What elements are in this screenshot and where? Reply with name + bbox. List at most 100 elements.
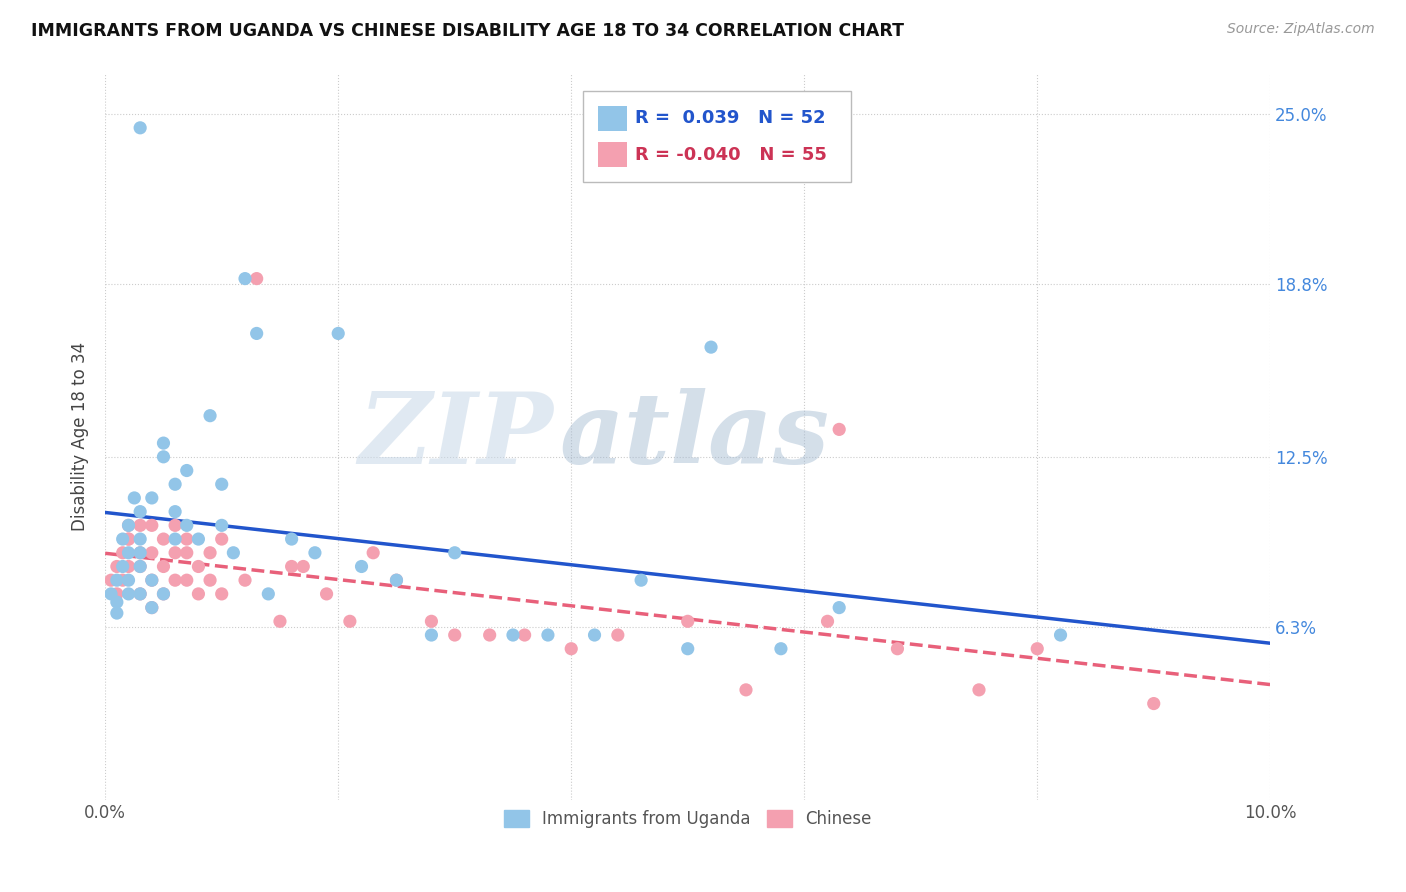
Point	[165, 477, 187, 491]
Point	[152, 587, 174, 601]
Point	[817, 615, 839, 629]
Text: R =  0.039   N = 52: R = 0.039 N = 52	[636, 110, 825, 128]
Point	[339, 615, 361, 629]
Point	[233, 271, 256, 285]
Point	[233, 573, 256, 587]
Point	[222, 546, 245, 560]
Point	[187, 559, 209, 574]
Point	[100, 573, 122, 587]
Point	[537, 628, 560, 642]
Text: IMMIGRANTS FROM UGANDA VS CHINESE DISABILITY AGE 18 TO 34 CORRELATION CHART: IMMIGRANTS FROM UGANDA VS CHINESE DISABI…	[31, 22, 904, 40]
Text: atlas: atlas	[560, 388, 830, 484]
Point	[117, 518, 139, 533]
Point	[583, 628, 606, 642]
Point	[152, 532, 174, 546]
Point	[176, 532, 198, 546]
Point	[141, 573, 163, 587]
Point	[129, 518, 152, 533]
FancyBboxPatch shape	[598, 142, 627, 168]
Legend: Immigrants from Uganda, Chinese: Immigrants from Uganda, Chinese	[496, 804, 879, 835]
Point	[117, 518, 139, 533]
Point	[124, 491, 146, 505]
Point	[100, 587, 122, 601]
Point	[152, 587, 174, 601]
Point	[129, 120, 152, 135]
Point	[211, 532, 233, 546]
Point	[292, 559, 315, 574]
Point	[478, 628, 501, 642]
Point	[420, 615, 443, 629]
Point	[105, 587, 128, 601]
Point	[152, 450, 174, 464]
Point	[105, 559, 128, 574]
Point	[246, 326, 269, 341]
Point	[350, 559, 373, 574]
Point	[129, 587, 152, 601]
Point	[315, 587, 337, 601]
Point	[676, 615, 699, 629]
Point	[211, 518, 233, 533]
Text: ZIP: ZIP	[359, 388, 554, 484]
Point	[211, 587, 233, 601]
Point	[420, 628, 443, 642]
Point	[676, 641, 699, 656]
Point	[117, 573, 139, 587]
Point	[187, 532, 209, 546]
Point	[246, 271, 269, 285]
Point	[361, 546, 384, 560]
Point	[111, 546, 134, 560]
Point	[176, 518, 198, 533]
Point	[105, 595, 128, 609]
Point	[280, 532, 302, 546]
Point	[129, 587, 152, 601]
Point	[630, 573, 652, 587]
Point	[502, 628, 524, 642]
Point	[117, 532, 139, 546]
Point	[141, 573, 163, 587]
Point	[886, 641, 908, 656]
Point	[606, 628, 628, 642]
Point	[700, 340, 723, 354]
Point	[111, 532, 134, 546]
Point	[165, 573, 187, 587]
Point	[828, 422, 851, 436]
Point	[165, 546, 187, 560]
Point	[385, 573, 408, 587]
Point	[117, 532, 139, 546]
Point	[443, 628, 465, 642]
Point	[1049, 628, 1071, 642]
Point	[257, 587, 280, 601]
Point	[111, 573, 134, 587]
Point	[280, 559, 302, 574]
Point	[152, 436, 174, 450]
Y-axis label: Disability Age 18 to 34: Disability Age 18 to 34	[72, 342, 89, 531]
Point	[105, 573, 128, 587]
Point	[304, 546, 326, 560]
Point	[129, 505, 152, 519]
Point	[165, 532, 187, 546]
Point	[187, 587, 209, 601]
Point	[152, 559, 174, 574]
Point	[198, 546, 221, 560]
Point	[560, 641, 582, 656]
Point	[129, 559, 152, 574]
Point	[129, 546, 152, 560]
Point	[165, 518, 187, 533]
Point	[176, 463, 198, 477]
Point	[443, 546, 465, 560]
Point	[198, 573, 221, 587]
Point	[165, 505, 187, 519]
Point	[176, 546, 198, 560]
Point	[129, 546, 152, 560]
Point	[141, 491, 163, 505]
Text: R = -0.040   N = 55: R = -0.040 N = 55	[636, 145, 827, 164]
Point	[129, 532, 152, 546]
Point	[1143, 697, 1166, 711]
Text: Source: ZipAtlas.com: Source: ZipAtlas.com	[1227, 22, 1375, 37]
Point	[967, 682, 990, 697]
Point	[269, 615, 291, 629]
Point	[211, 477, 233, 491]
Point	[141, 546, 163, 560]
Point	[769, 641, 792, 656]
Point	[328, 326, 350, 341]
